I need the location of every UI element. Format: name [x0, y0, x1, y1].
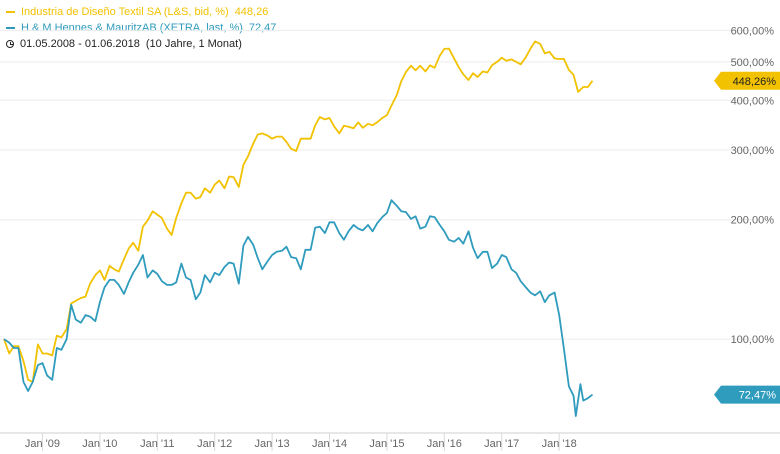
legend-label-hm: H & M Hennes & MauritzAB (XETRA, last, %… — [21, 22, 243, 34]
y-tick-label: 500,00% — [731, 57, 775, 69]
x-tick-label: Jan '13 — [255, 438, 290, 450]
period-note: (10 Jahre, 1 Monat) — [145, 38, 242, 50]
legend-swatch-inditex — [6, 11, 15, 13]
y-tick-label: 400,00% — [731, 95, 775, 107]
legend-item-inditex[interactable]: Industria de Diseño Textil SA (L&S, bid,… — [6, 4, 276, 20]
badge-shape — [714, 385, 780, 404]
series-line-hm — [3, 199, 594, 417]
badge-shape — [714, 71, 780, 90]
last-value-badge-inditex: 448,26% — [714, 71, 780, 90]
y-tick-label: 600,00% — [731, 25, 775, 37]
period-range: 01.05.2008 - 01.06.2018 — [20, 38, 140, 50]
legend-value-inditex: 448,26 — [234, 6, 269, 18]
x-tick-label: Jan '12 — [197, 438, 232, 450]
series-line-inditex — [3, 40, 594, 383]
x-tick-label: Jan '11 — [140, 438, 174, 450]
y-tick-label: 300,00% — [731, 145, 775, 157]
x-tick-label: Jan '14 — [312, 438, 347, 450]
x-tick-label: Jan '18 — [542, 438, 577, 450]
legend-value-hm: 72,47 — [248, 22, 277, 34]
badge-label: 448,26% — [733, 76, 777, 88]
x-tick-label: Jan '17 — [484, 438, 519, 450]
badge-label: 72,47% — [739, 390, 777, 402]
chart-legend: Industria de Diseño Textil SA (L&S, bid,… — [6, 4, 276, 52]
x-tick-label: Jan '10 — [82, 438, 117, 450]
legend-label-inditex: Industria de Diseño Textil SA (L&S, bid,… — [21, 6, 229, 18]
last-value-badge-hm: 72,47% — [714, 385, 780, 404]
legend-item-hm[interactable]: H & M Hennes & MauritzAB (XETRA, last, %… — [6, 20, 276, 36]
x-tick-label: Jan '09 — [25, 438, 60, 450]
legend-swatch-hm — [6, 27, 15, 29]
y-tick-label: 100,00% — [731, 334, 775, 346]
y-tick-label: 200,00% — [731, 215, 775, 227]
x-tick-label: Jan '16 — [427, 438, 462, 450]
x-tick-label: Jan '15 — [369, 438, 404, 450]
period-row: 01.05.2008 - 01.06.2018 (10 Jahre, 1 Mon… — [6, 36, 276, 52]
clock-icon — [6, 40, 14, 48]
